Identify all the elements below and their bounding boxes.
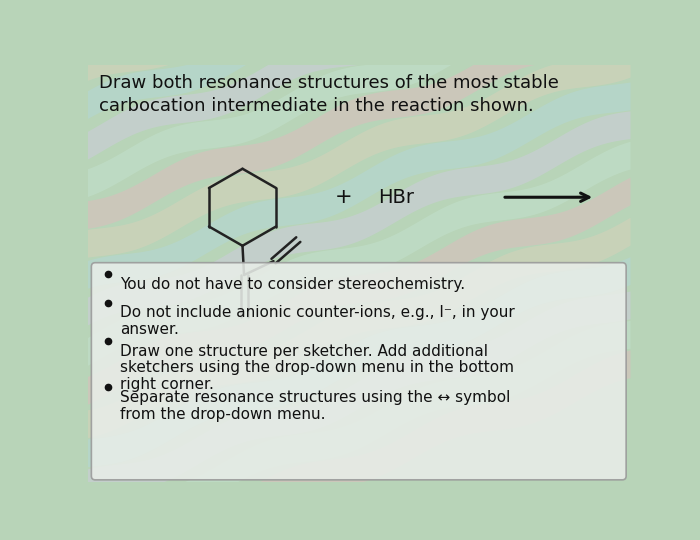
Text: carbocation intermediate in the reaction shown.: carbocation intermediate in the reaction… [99, 97, 534, 115]
Text: right corner.: right corner. [120, 377, 214, 393]
Text: +: + [335, 187, 352, 207]
Text: from the drop-down menu.: from the drop-down menu. [120, 407, 326, 422]
Text: sketchers using the drop-down menu in the bottom: sketchers using the drop-down menu in th… [120, 361, 514, 375]
Text: Do not include anionic counter-ions, e.g., I⁻, in your: Do not include anionic counter-ions, e.g… [120, 305, 514, 320]
Text: Draw both resonance structures of the most stable: Draw both resonance structures of the mo… [99, 74, 559, 92]
FancyBboxPatch shape [92, 262, 626, 480]
Text: HBr: HBr [378, 188, 414, 207]
Text: Separate resonance structures using the ↔ symbol: Separate resonance structures using the … [120, 390, 510, 405]
Text: Draw one structure per sketcher. Add additional: Draw one structure per sketcher. Add add… [120, 343, 488, 359]
Text: answer.: answer. [120, 322, 179, 337]
Text: You do not have to consider stereochemistry.: You do not have to consider stereochemis… [120, 276, 466, 292]
